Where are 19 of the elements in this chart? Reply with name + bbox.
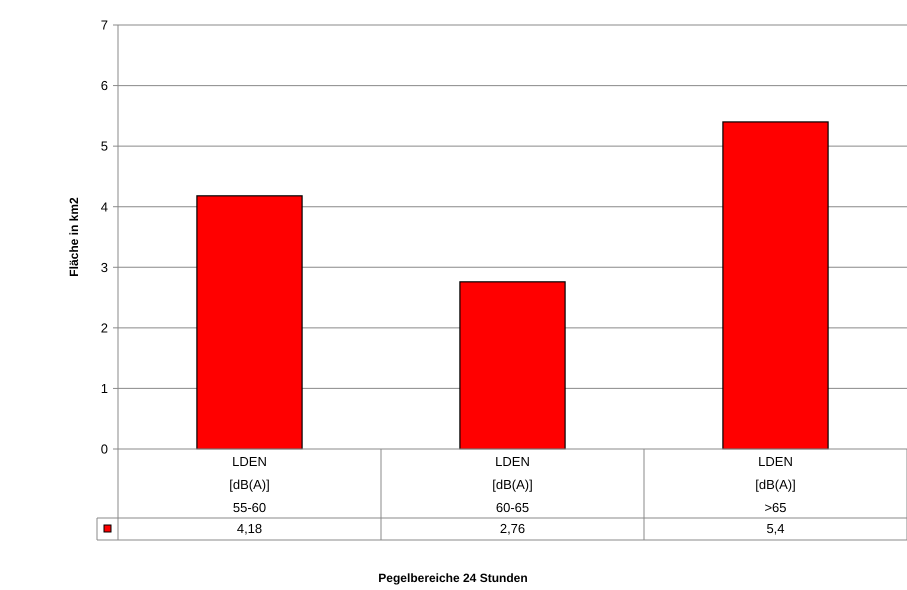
- x-tick-label: LDEN [dB(A)] >65: [755, 454, 796, 515]
- x-axis-title: Pegelbereiche 24 Stunden: [378, 571, 528, 585]
- x-tick-label: LDEN [dB(A)] 60-65: [492, 454, 533, 515]
- y-axis-title: Fläche in km2: [67, 196, 81, 277]
- data-label: 5,4: [766, 521, 785, 536]
- y-tick-label: 1: [100, 380, 108, 396]
- y-tick-label: 6: [100, 78, 108, 94]
- data-label: 4,18: [236, 521, 262, 536]
- y-tick-label: 2: [100, 320, 108, 336]
- x-tick-label: LDEN [dB(A)] 55-60: [229, 454, 270, 515]
- y-tick-label: 4: [100, 199, 108, 214]
- y-tick-label: 3: [100, 260, 108, 275]
- bar: [722, 121, 829, 450]
- y-tick-label: 0: [100, 442, 108, 457]
- data-label: 2,76: [500, 521, 526, 536]
- y-tick-label: 7: [100, 18, 108, 33]
- bar: [459, 281, 566, 450]
- y-tick-label: 5: [100, 138, 108, 154]
- bar: [196, 195, 303, 450]
